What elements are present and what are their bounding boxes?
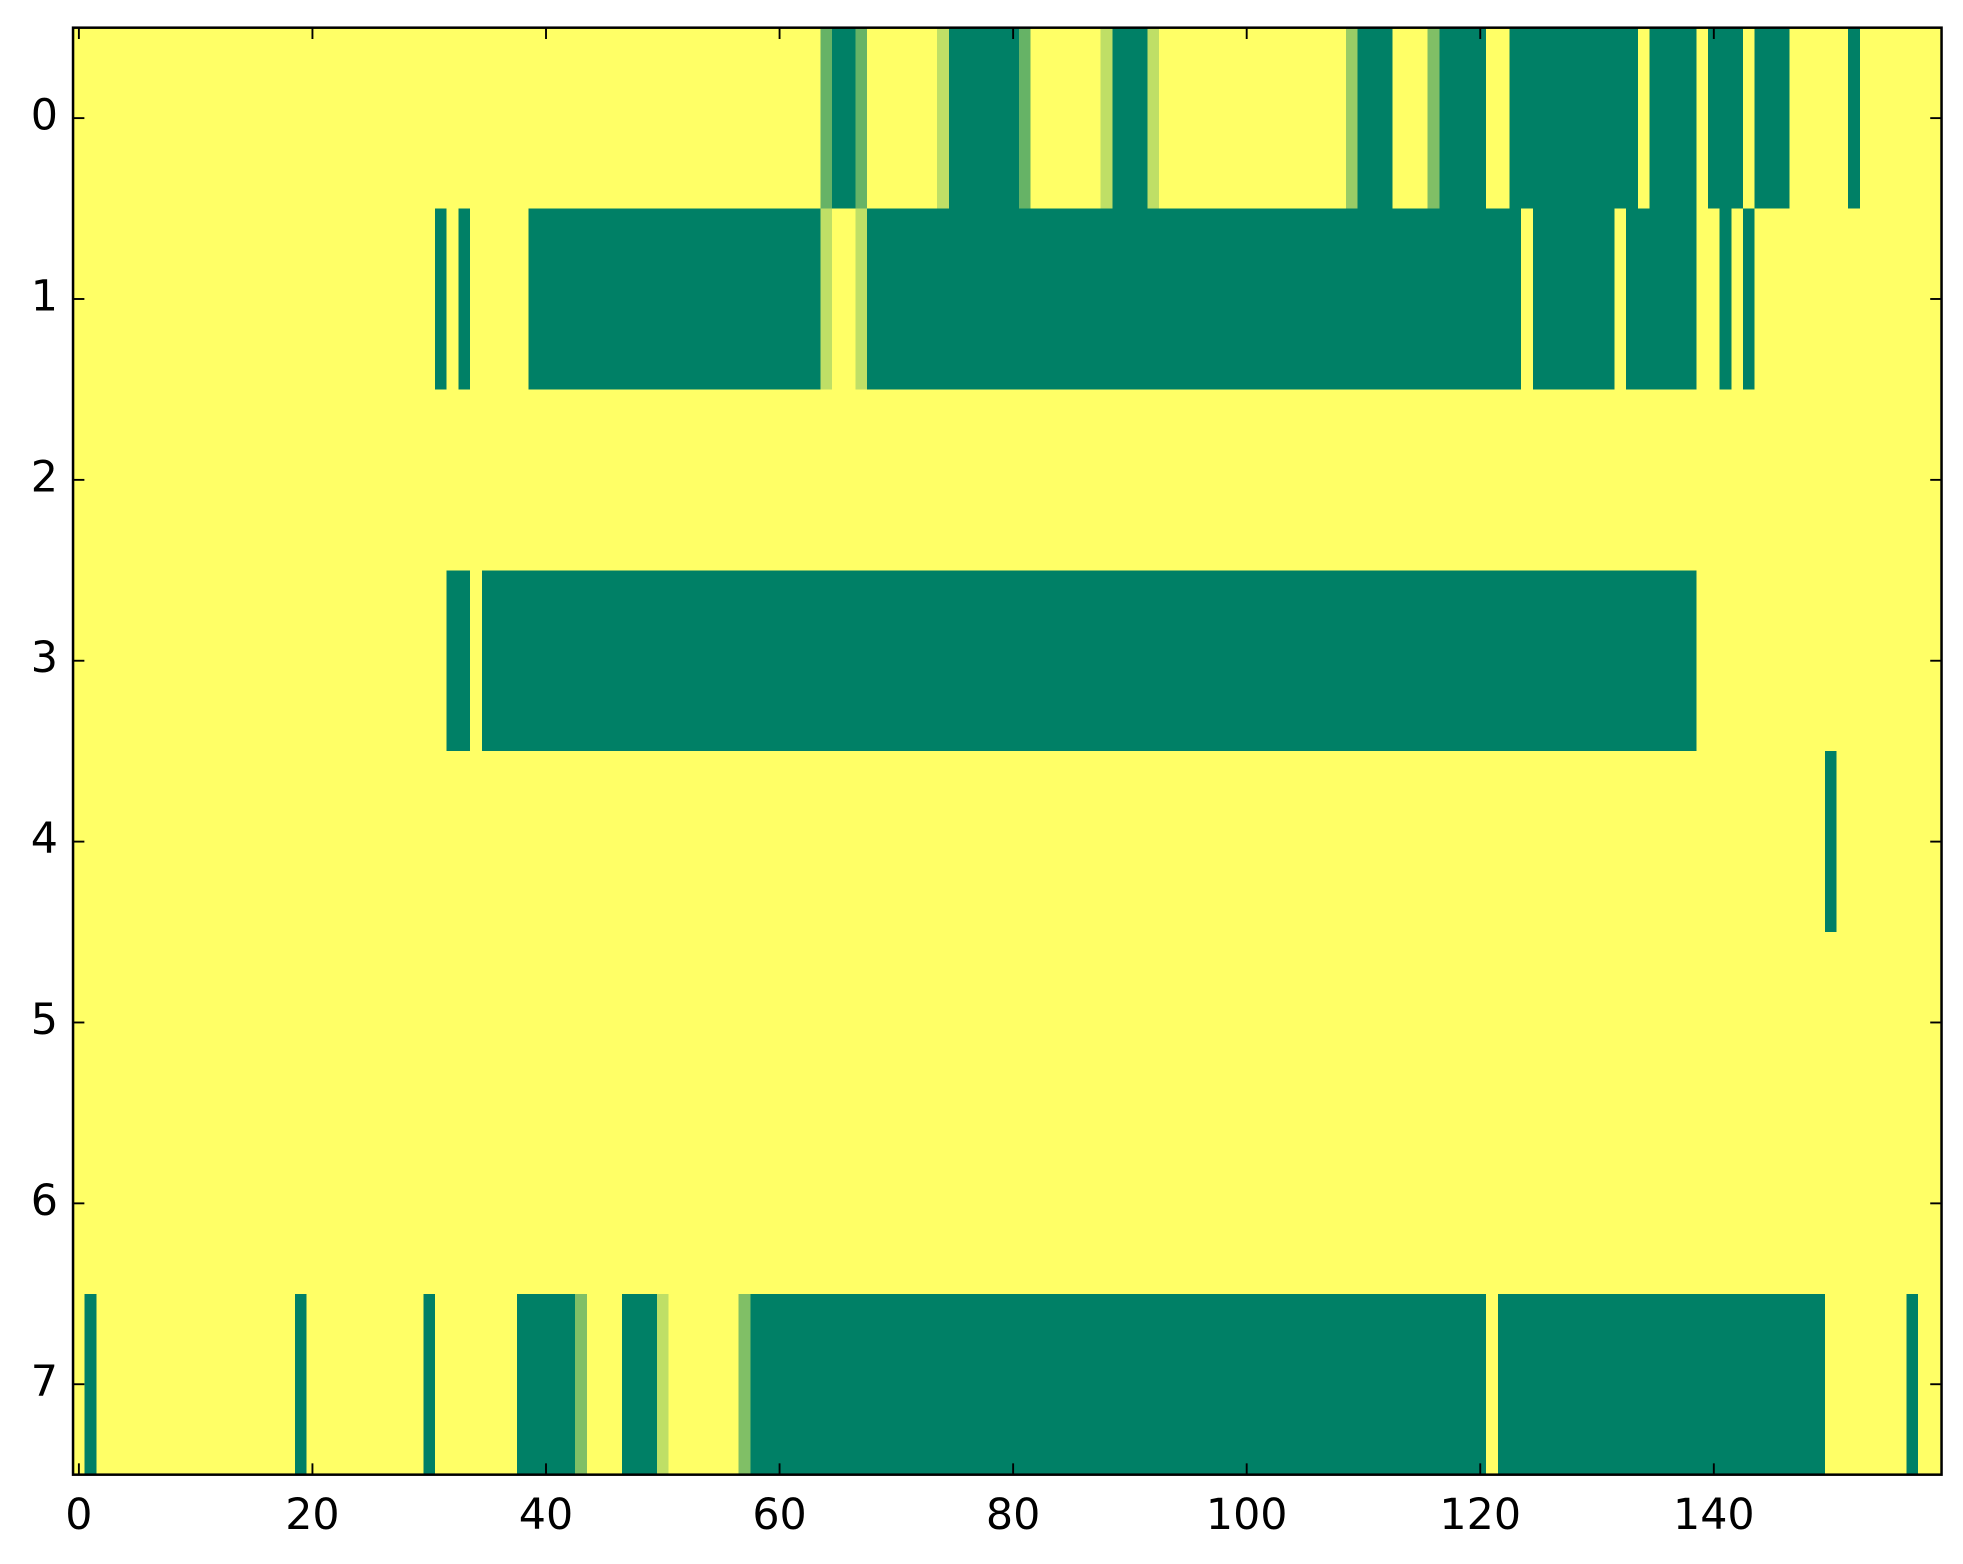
heatmap-cell <box>423 1293 436 1475</box>
y-tick-label: 3 <box>31 633 58 683</box>
y-tick-label: 4 <box>31 814 58 864</box>
heatmap-cell <box>738 1293 751 1475</box>
heatmap-cell <box>481 570 1697 752</box>
heatmap-cell <box>84 1293 97 1475</box>
heatmap-cell <box>1497 1293 1825 1475</box>
heatmap-cell <box>435 208 447 390</box>
heatmap-cell <box>1743 208 1755 390</box>
heatmap-cell <box>446 570 471 752</box>
heatmap-cell <box>948 27 1019 209</box>
heatmap-cell <box>1707 27 1744 209</box>
heatmap-cell <box>1147 27 1160 209</box>
x-tick-label: 140 <box>1673 1490 1755 1540</box>
heatmap-cell <box>1509 27 1638 209</box>
heatmap-cell <box>1427 27 1440 209</box>
axes: 0 20 40 60 80 100 120 140 0 1 2 3 4 5 6 7 <box>31 26 1943 1540</box>
heatmap-cell <box>855 208 868 390</box>
heatmap-cell <box>1357 27 1393 209</box>
x-tick-label: 60 <box>752 1490 806 1540</box>
x-tick-label: 100 <box>1206 1490 1288 1540</box>
heatmap-cell <box>1626 208 1697 390</box>
x-tick-label: 120 <box>1439 1490 1521 1540</box>
heatmap-cell <box>820 208 833 390</box>
heatmap-cell <box>528 208 821 390</box>
heatmap-cell <box>1848 27 1860 209</box>
y-tick-label: 2 <box>31 452 58 502</box>
heatmap-cell <box>937 27 949 209</box>
heatmap-cell <box>294 1293 307 1475</box>
heatmap-cell <box>1439 27 1487 209</box>
heatmap-cell <box>1345 27 1358 209</box>
heatmap-cell <box>1719 208 1732 390</box>
heatmap-cell <box>855 27 868 209</box>
x-tick-label: 40 <box>519 1490 573 1540</box>
heatmap-cell <box>1532 208 1615 390</box>
heatmap-cell <box>820 27 833 209</box>
y-tick-label: 5 <box>31 995 58 1045</box>
heatmap-cell <box>575 1293 587 1475</box>
heatmap-cell <box>516 1293 576 1475</box>
heatmap-cell <box>832 27 856 209</box>
heatmap-cell <box>1906 1293 1919 1475</box>
heatmap-cell <box>1649 27 1697 209</box>
x-tick-label: 0 <box>65 1490 92 1540</box>
heatmap-cell <box>1824 751 1837 933</box>
heatmap-cell <box>1754 27 1790 209</box>
axes-frame <box>71 26 1943 1476</box>
y-tick-label: 1 <box>31 271 58 321</box>
x-tick-label: 20 <box>285 1490 339 1540</box>
heatmap-cell <box>1018 27 1031 209</box>
y-tick-label: 7 <box>31 1357 58 1407</box>
heatmap-cells <box>73 27 1942 1475</box>
heatmap-cell <box>867 208 1522 390</box>
heatmap-cell <box>458 208 471 390</box>
heatmap-cell <box>621 1293 657 1475</box>
x-tick-label: 80 <box>986 1490 1040 1540</box>
heatmap-cell <box>656 1293 669 1475</box>
heatmap-cell <box>1100 27 1113 209</box>
y-tick-label: 6 <box>31 1176 58 1226</box>
y-tick-label: 0 <box>31 91 58 141</box>
heatmap-cell <box>1112 27 1148 209</box>
heatmap-cell <box>750 1293 1487 1475</box>
